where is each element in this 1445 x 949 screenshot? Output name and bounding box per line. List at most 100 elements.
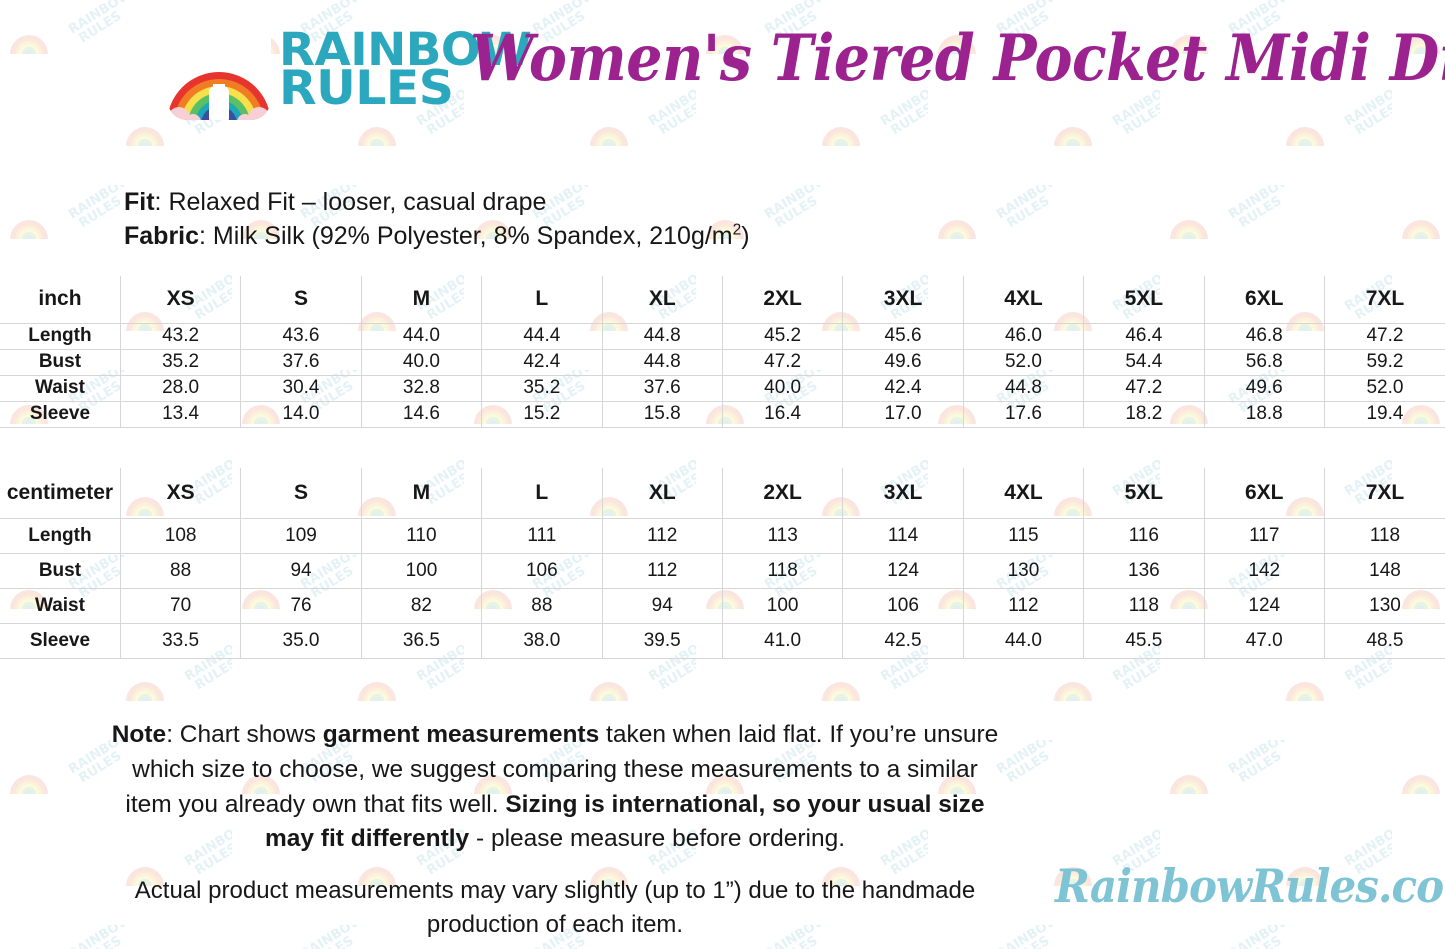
measurement-cell: 100 bbox=[360, 552, 483, 589]
measurement-cell: 94 bbox=[601, 587, 723, 624]
measurement-label: Waist bbox=[0, 374, 121, 402]
measurement-label: Length bbox=[0, 322, 121, 350]
note-paragraph: Note: Chart shows garment measurements t… bbox=[110, 718, 1000, 857]
measurement-cell: 37.6 bbox=[601, 374, 723, 402]
measurement-cell: 16.4 bbox=[721, 400, 844, 428]
measurement-cell: 45.2 bbox=[721, 322, 844, 350]
measurement-cell: 28.0 bbox=[119, 374, 242, 402]
measurement-cell: 36.5 bbox=[360, 622, 483, 659]
measurement-cell: 112 bbox=[601, 517, 723, 554]
size-header-6xl: 6XL bbox=[1203, 468, 1325, 519]
note-segment-1: : Chart shows bbox=[166, 721, 323, 748]
measurement-cell: 148 bbox=[1323, 552, 1445, 589]
page-title: Women's Tiered Pocket Midi Dress bbox=[470, 20, 1445, 96]
measurement-cell: 44.8 bbox=[962, 374, 1085, 402]
measurement-cell: 46.8 bbox=[1203, 322, 1325, 350]
spec-fit: Fit: Relaxed Fit – looser, casual drape bbox=[124, 186, 750, 220]
measurement-cell: 14.6 bbox=[360, 400, 483, 428]
measurement-cell: 111 bbox=[481, 517, 603, 554]
measurement-cell: 82 bbox=[360, 587, 483, 624]
measurement-cell: 35.0 bbox=[240, 622, 362, 659]
size-header-s: S bbox=[240, 468, 362, 519]
size-header-l: L bbox=[481, 468, 603, 519]
size-header-2xl: 2XL bbox=[721, 276, 844, 324]
size-header-xs: XS bbox=[119, 468, 242, 519]
measurement-cell: 40.0 bbox=[360, 348, 483, 376]
size-header-s: S bbox=[240, 276, 362, 324]
measurement-cell: 56.8 bbox=[1203, 348, 1325, 376]
measurement-cell: 43.2 bbox=[119, 322, 242, 350]
size-header-xl: XL bbox=[601, 276, 723, 324]
measurement-cell: 118 bbox=[721, 552, 844, 589]
measurement-cell: 42.5 bbox=[842, 622, 964, 659]
measurement-cell: 44.0 bbox=[962, 622, 1085, 659]
measurement-cell: 45.5 bbox=[1083, 622, 1205, 659]
note-segment-3: - please measure before ordering. bbox=[469, 825, 846, 853]
measurement-cell: 49.6 bbox=[842, 348, 964, 376]
brand-logo: RAINBOW RULES bbox=[165, 14, 532, 126]
size-header-3xl: 3XL bbox=[842, 276, 964, 324]
measurement-cell: 43.6 bbox=[240, 322, 362, 350]
measurement-cell: 35.2 bbox=[119, 348, 242, 376]
measurement-cell: 49.6 bbox=[1203, 374, 1325, 402]
measurement-cell: 38.0 bbox=[481, 622, 603, 659]
spec-fabric-label: Fabric bbox=[124, 221, 200, 250]
measurement-cell: 48.5 bbox=[1323, 622, 1445, 659]
measurement-cell: 88 bbox=[119, 552, 242, 589]
measurement-cell: 42.4 bbox=[842, 374, 964, 402]
measurement-cell: 52.0 bbox=[1323, 374, 1445, 402]
table-row: Length 43.2 43.6 44.0 44.4 44.8 45.2 45.6 46.0 46… bbox=[0, 322, 1445, 350]
size-header-4xl: 4XL bbox=[962, 468, 1085, 519]
size-header-m: M bbox=[360, 276, 483, 324]
table-row: Bust 88 94 100 106 112 118 124 130 136 142 148 bbox=[0, 552, 1445, 589]
measurement-cell: 14.0 bbox=[240, 400, 362, 428]
measurement-label: Length bbox=[0, 517, 121, 554]
note-label: Note bbox=[111, 721, 167, 748]
measurement-label: Sleeve bbox=[0, 400, 121, 428]
measurement-cell: 59.2 bbox=[1323, 348, 1445, 376]
measurement-cell: 41.0 bbox=[721, 622, 844, 659]
measurement-cell: 54.4 bbox=[1083, 348, 1205, 376]
measurement-cell: 115 bbox=[962, 517, 1085, 554]
size-table-inch: inch XS S M L XL 2XL 3XL 4XL 5XL 6XL 7XL Length 43.2… bbox=[0, 276, 1445, 428]
unit-header: inch bbox=[0, 276, 121, 324]
table-row: Sleeve 13.4 14.0 14.6 15.2 15.8 16.4 17.0 17.6 18… bbox=[0, 400, 1445, 428]
measurement-label: Bust bbox=[0, 552, 121, 589]
size-header-2xl: 2XL bbox=[721, 468, 844, 519]
size-header-xs: XS bbox=[119, 276, 242, 324]
measurement-cell: 44.8 bbox=[601, 322, 723, 350]
measurement-cell: 52.0 bbox=[962, 348, 1085, 376]
size-table-centimeter: centimeter XS S M L XL 2XL 3XL 4XL 5XL 6XL 7XL Leng… bbox=[0, 468, 1445, 659]
measurement-cell: 46.4 bbox=[1083, 322, 1205, 350]
measurement-cell: 17.0 bbox=[842, 400, 964, 428]
measurement-cell: 33.5 bbox=[119, 622, 242, 659]
rainbow-arch-icon bbox=[167, 16, 271, 120]
measurement-cell: 17.6 bbox=[962, 400, 1085, 428]
unit-header: centimeter bbox=[0, 468, 121, 519]
measurement-cell: 47.2 bbox=[1083, 374, 1205, 402]
measurement-cell: 15.8 bbox=[601, 400, 723, 428]
measurement-cell: 44.8 bbox=[601, 348, 723, 376]
measurement-cell: 19.4 bbox=[1323, 400, 1445, 428]
measurement-cell: 39.5 bbox=[601, 622, 723, 659]
measurement-cell: 15.2 bbox=[481, 400, 603, 428]
measurement-cell: 44.4 bbox=[481, 322, 603, 350]
note-bold-1: garment measurements bbox=[322, 721, 600, 748]
spec-fabric-superscript: 2 bbox=[732, 221, 742, 239]
measurement-cell: 118 bbox=[1083, 587, 1205, 624]
measurement-cell: 112 bbox=[962, 587, 1085, 624]
spec-fabric-value-end: ) bbox=[741, 221, 750, 250]
table-row: Length 108 109 110 111 112 113 114 115 116 117 118 bbox=[0, 517, 1445, 554]
measurement-cell: 88 bbox=[481, 587, 603, 624]
table-header-row: inch XS S M L XL 2XL 3XL 4XL 5XL 6XL 7XL bbox=[0, 276, 1445, 324]
size-header-3xl: 3XL bbox=[842, 468, 964, 519]
measurement-cell: 113 bbox=[721, 517, 844, 554]
size-header-5xl: 5XL bbox=[1083, 468, 1205, 519]
measurement-cell: 100 bbox=[721, 587, 844, 624]
measurement-cell: 124 bbox=[1203, 587, 1325, 624]
measurement-cell: 124 bbox=[842, 552, 964, 589]
size-header-7xl: 7XL bbox=[1323, 276, 1445, 324]
spec-fabric-value: : Milk Silk (92% Polyester, 8% Spandex, … bbox=[199, 221, 733, 250]
measurement-cell: 112 bbox=[601, 552, 723, 589]
measurement-cell: 117 bbox=[1203, 517, 1325, 554]
